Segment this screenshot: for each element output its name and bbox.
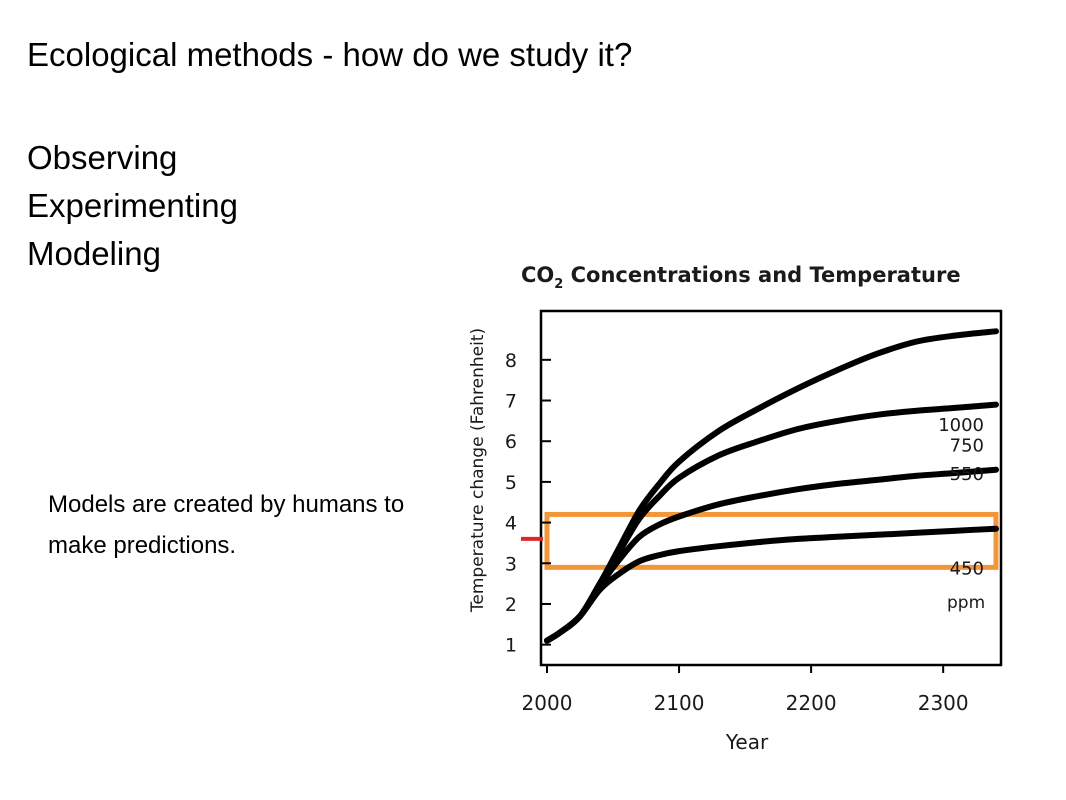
highlight-band-layer: [521, 511, 999, 570]
y-tick-label: 5: [505, 472, 517, 494]
series-lines-layer: [544, 328, 999, 644]
y-tick-label: 1: [505, 635, 517, 657]
series-label-1000: 1000: [938, 415, 984, 436]
series-line-1000: [544, 328, 999, 644]
method-list: Observing Experimenting Modeling: [27, 134, 238, 278]
slide-title: Ecological methods - how do we study it?: [27, 36, 633, 73]
x-axis-ticks: 2000 2100 2200 2300: [522, 665, 969, 715]
x-tick-label: 2200: [786, 691, 837, 715]
x-tick-label: 2100: [654, 691, 705, 715]
co2-temperature-chart: CO2 Concentrations and Temperature 2000 2…: [468, 263, 1003, 754]
x-tick-label: 2300: [918, 691, 969, 715]
series-label-750: 750: [950, 435, 984, 456]
chart-title: CO2 Concentrations and Temperature: [521, 263, 961, 292]
y-tick-label: 8: [505, 350, 517, 372]
series-line-450: [544, 525, 999, 644]
ppm-unit-label: ppm: [947, 593, 985, 613]
series-label-550: 550: [950, 464, 984, 485]
x-axis-label: Year: [725, 730, 769, 754]
y-tick-label: 4: [505, 513, 517, 535]
method-item-observing: Observing: [27, 139, 178, 176]
models-note: Models are created by humans to make pre…: [48, 491, 405, 559]
x-tick-label: 2000: [522, 691, 573, 715]
y-axis-ticks: 1 2 3 4 5 6 7 8: [505, 350, 551, 657]
series-line-750: [544, 401, 999, 644]
y-tick-label: 7: [505, 391, 517, 413]
y-tick-label: 2: [505, 594, 517, 616]
y-axis-label: Temperature change (Fahrenheit): [468, 328, 488, 613]
y-tick-label: 6: [505, 431, 517, 453]
method-item-experimenting: Experimenting: [27, 187, 238, 224]
y-tick-label: 3: [505, 553, 517, 575]
method-item-modeling: Modeling: [27, 235, 161, 272]
plot-frame: [539, 309, 1003, 667]
series-label-450: 450: [950, 559, 984, 580]
highlight-band: [544, 511, 999, 570]
